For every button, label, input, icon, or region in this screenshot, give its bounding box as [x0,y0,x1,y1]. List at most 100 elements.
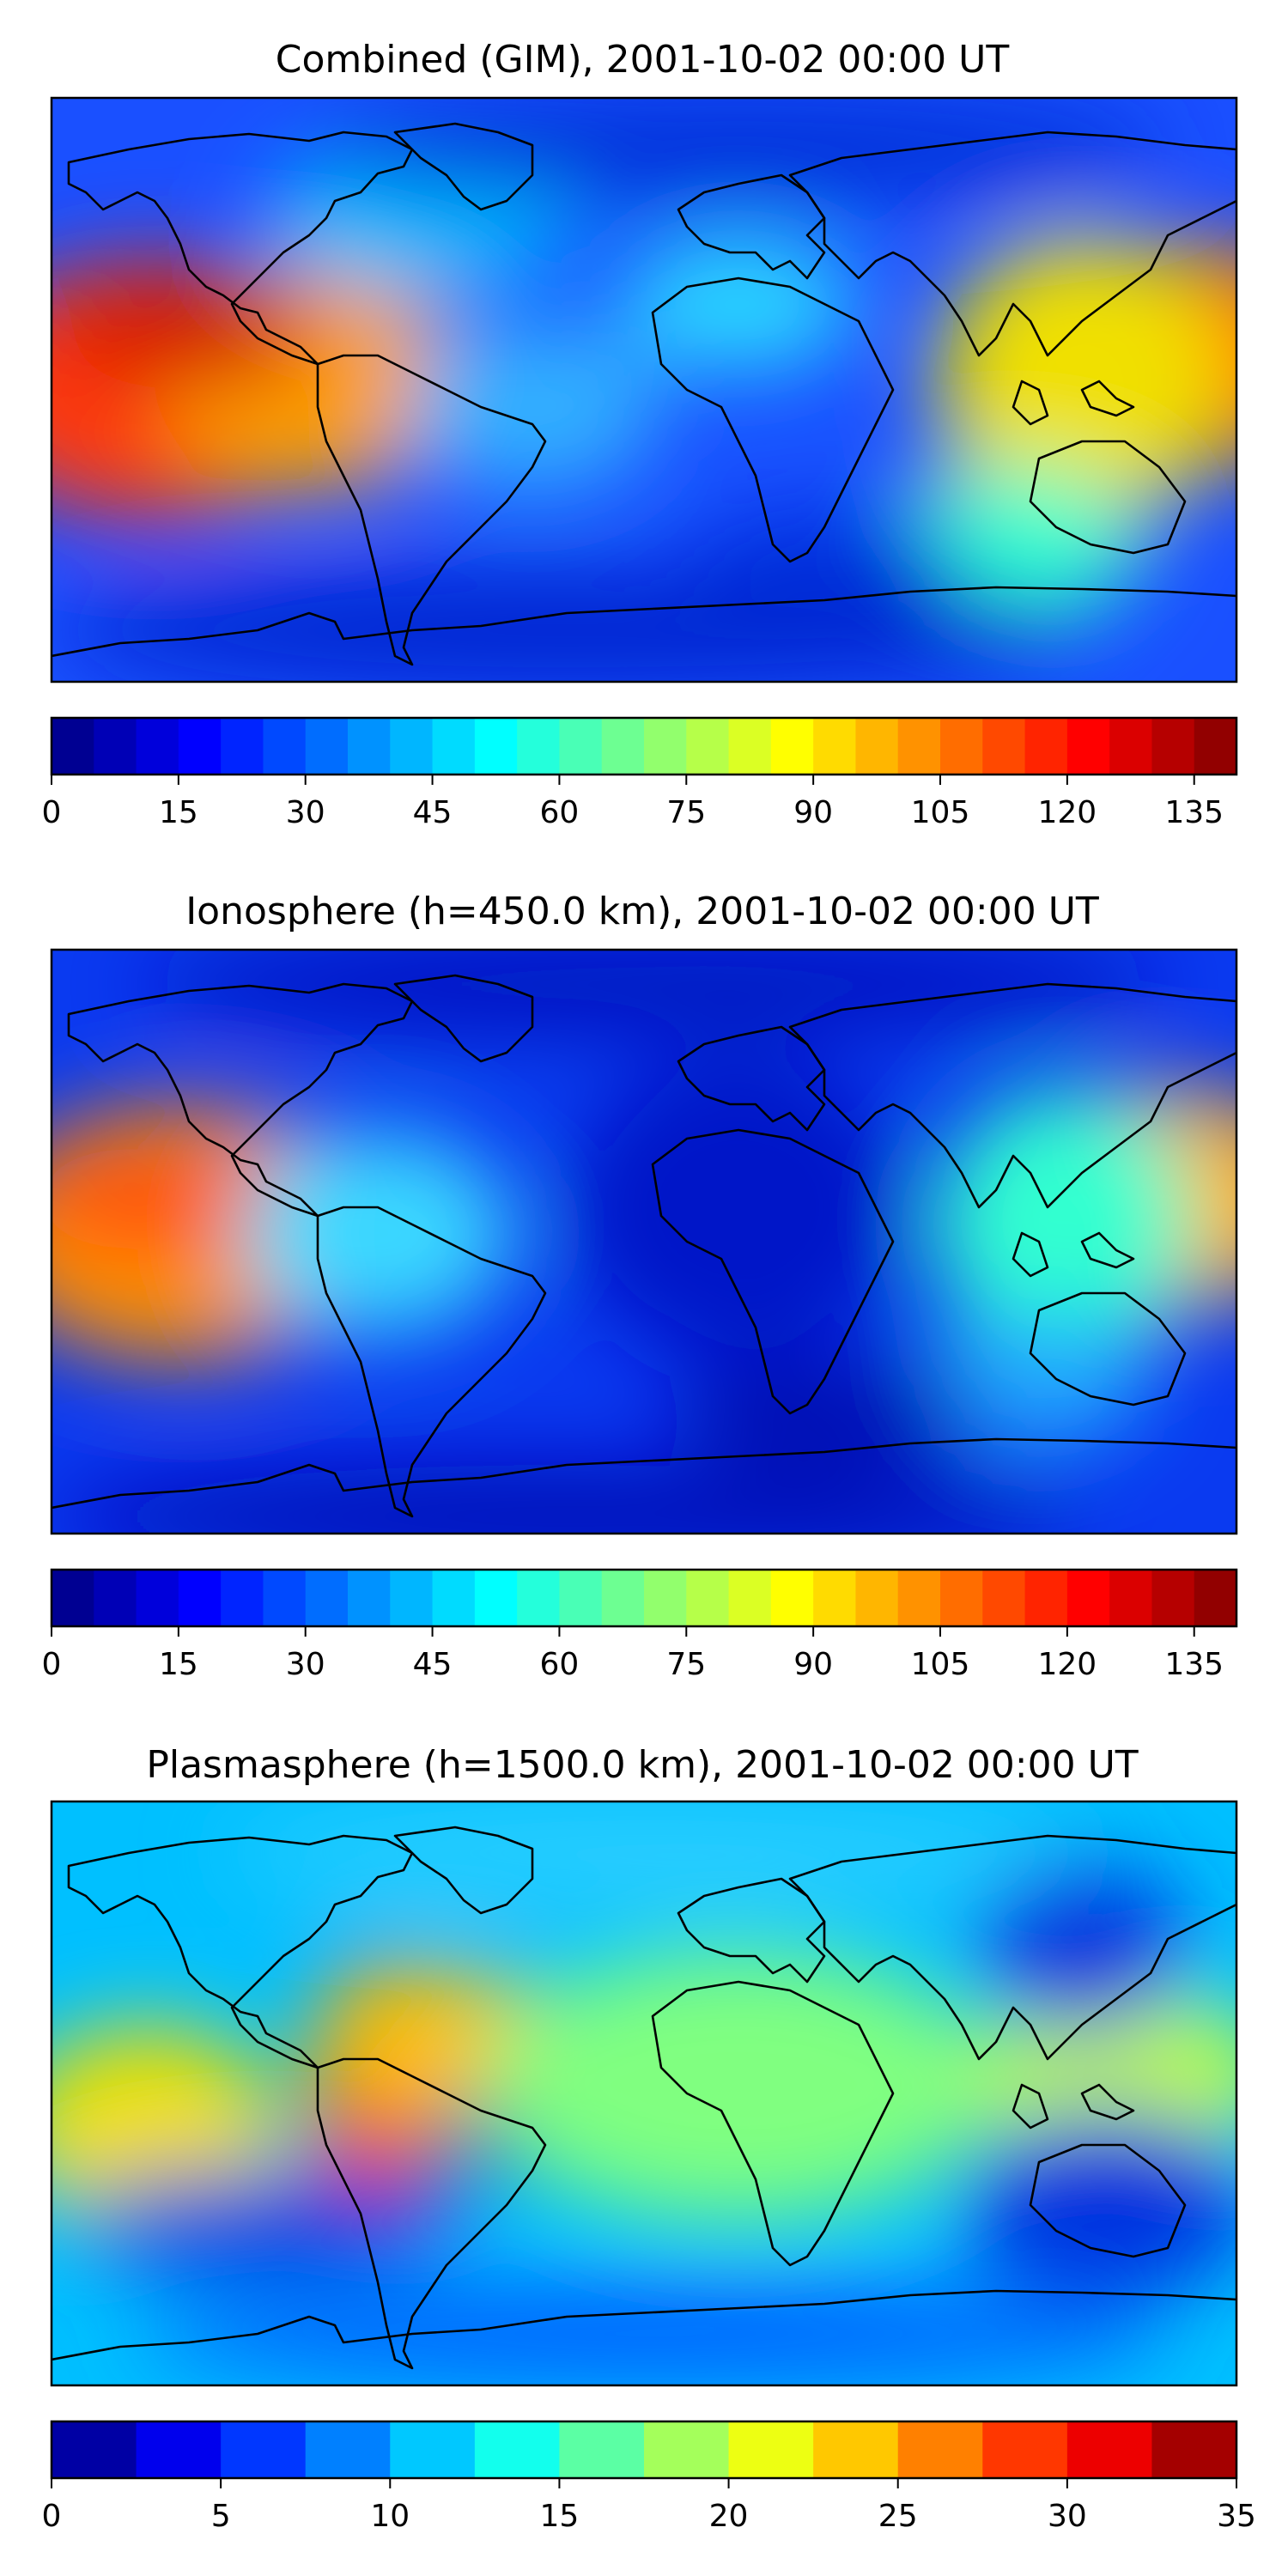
colorbar-swatch [348,718,391,775]
colorbar-tick-label: 5 [211,2499,231,2534]
colorbar-swatch [432,1570,476,1626]
map-plasmasphere [50,1800,1238,2387]
colorbar-swatch [897,1570,941,1626]
colorbar-swatch [178,718,222,775]
colorbar-swatch [52,2421,137,2478]
colorbar-swatch [644,2421,730,2478]
colorbar-swatch [686,718,730,775]
colorbar-swatch [305,1570,349,1626]
colorbar-plasmasphere: 0 5 10 15 20 25 30 35 [42,2420,1256,2534]
panel-title-combined: Combined (GIM), 2001-10-02 00:00 UT [276,38,1010,82]
colorbar-swatch [94,718,137,775]
colorbar-swatch [770,1570,814,1626]
colorbar-swatch [1151,718,1195,775]
colorbar-swatch [52,718,94,775]
colorbar-tick-label: 30 [1048,2499,1087,2534]
colorbar-swatch [897,718,941,775]
colorbar-swatch [390,1570,434,1626]
colorbar-frame [50,716,1238,776]
colorbar-tick-label: 10 [370,2499,410,2534]
colorbar-frame [50,1568,1238,1628]
panel-title-plasmasphere: Plasmasphere (h=1500.0 km), 2001-10-02 0… [146,1743,1138,1787]
colorbar-swatch [1151,2421,1237,2478]
colorbar-tick-label: 90 [793,795,833,830]
colorbar-tick-label: 15 [540,2499,580,2534]
colorbar-swatch [136,718,179,775]
colorbar-swatch [305,2421,391,2478]
colorbar-swatch [305,718,349,775]
colorbar-swatch [982,2421,1068,2478]
colorbar-tick-label: 135 [1164,795,1224,830]
colorbar-swatch [1151,1570,1195,1626]
colorbar-swatch [1066,2421,1153,2478]
colorbar-swatch [52,1570,94,1626]
colorbar-swatch [855,1570,899,1626]
colorbar-swatch [770,718,814,775]
colorbar-swatch [1194,718,1237,775]
colorbar-swatch [432,718,476,775]
map-combined [50,96,1238,683]
colorbar-swatch [221,718,264,775]
colorbar-swatch [1066,718,1110,775]
colorbar-swatch [1024,718,1068,775]
colorbar-swatch [813,1570,857,1626]
colorbar-tick-label: 0 [42,795,62,830]
colorbar-swatch [982,718,1026,775]
colorbar-swatch [601,718,645,775]
colorbar-swatch [221,2421,307,2478]
colorbar-swatch [940,1570,983,1626]
colorbar-tick-label: 90 [793,1647,833,1682]
colorbar-swatch [982,1570,1026,1626]
colorbar-swatch [897,2421,983,2478]
colorbar-swatch [728,718,772,775]
colorbar-swatch [1024,1570,1068,1626]
colorbar-swatch [728,2421,814,2478]
colorbar-tick-label: 25 [878,2499,918,2534]
colorbar-swatch [136,1570,179,1626]
colorbar-tick-label: 0 [42,1647,62,1682]
colorbar-swatch [1066,1570,1110,1626]
colorbar-swatch [474,718,518,775]
colorbar-swatch [136,2421,222,2478]
colorbar-swatch [559,718,603,775]
panel-title-ionosphere: Ionosphere (h=450.0 km), 2001-10-02 00:0… [185,890,1099,933]
colorbar-tick-label: 15 [159,795,198,830]
colorbar-swatch [728,1570,772,1626]
colorbar-tick-label: 45 [413,1647,453,1682]
colorbar-swatch [263,718,307,775]
colorbar-tick-label: 0 [42,2499,62,2534]
colorbar-swatch [644,718,687,775]
colorbar-swatch [390,2421,476,2478]
colorbar-tick-label: 120 [1037,1647,1097,1682]
colorbar-tick-label: 105 [911,1647,970,1682]
colorbar-swatch [559,2421,645,2478]
colorbar-swatch [601,1570,645,1626]
colorbar-swatch [813,718,857,775]
colorbar-swatch [1194,1570,1237,1626]
colorbar-swatch [263,1570,307,1626]
colorbar-ionosphere: 0 15 30 45 60 75 90 105 120 135 [42,1568,1238,1682]
colorbar-tick-label: 75 [666,795,706,830]
colorbar-swatch [348,1570,391,1626]
colorbar-swatch [474,1570,518,1626]
colorbar-swatch [178,1570,222,1626]
colorbar-tick-label: 30 [286,1647,325,1682]
colorbar-tick-label: 60 [540,1647,580,1682]
colorbar-tick-label: 105 [911,795,970,830]
colorbar-swatch [517,1570,561,1626]
colorbar-tick-label: 135 [1164,1647,1224,1682]
colorbar-tick-label: 120 [1037,795,1097,830]
colorbar-swatch [474,2421,561,2478]
colorbar-tick-label: 60 [540,795,580,830]
colorbar-swatch [855,718,899,775]
colorbar-swatch [390,718,434,775]
colorbar-swatch [221,1570,264,1626]
map-ionosphere [50,948,1238,1535]
colorbar-swatch [517,718,561,775]
colorbar-tick-label: 45 [413,795,453,830]
colorbar-swatch [1109,1570,1153,1626]
colorbar-combined: 0 15 30 45 60 75 90 105 120 135 [42,716,1238,830]
colorbar-swatch [940,718,983,775]
colorbar-swatch [94,1570,137,1626]
